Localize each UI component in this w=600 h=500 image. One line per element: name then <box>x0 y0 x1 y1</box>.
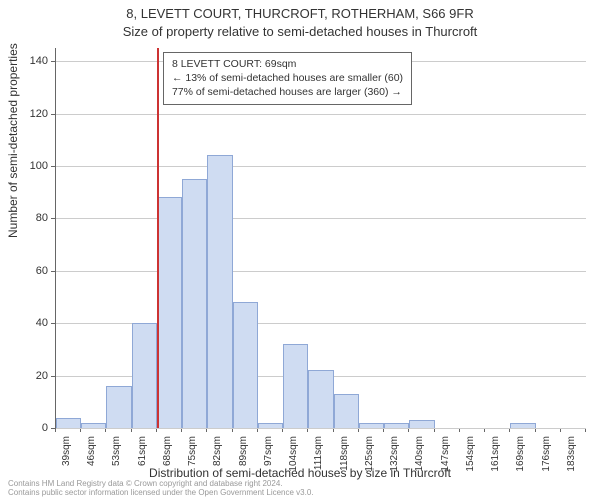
gridline <box>56 166 586 167</box>
histogram-bar <box>207 155 232 428</box>
histogram-bar <box>157 197 182 428</box>
histogram-bar <box>258 423 283 428</box>
histogram-bar <box>56 418 81 428</box>
gridline <box>56 114 586 115</box>
footer-line1: Contains HM Land Registry data © Crown c… <box>8 479 314 489</box>
footer-line2: Contains public sector information licen… <box>8 488 314 498</box>
y-tick-label: 120 <box>8 108 48 120</box>
gridline <box>56 271 586 272</box>
property-marker-line <box>157 48 159 428</box>
annotation-line3: 77% of semi-detached houses are larger (… <box>172 85 403 99</box>
y-tick-label: 80 <box>8 212 48 224</box>
annotation-line1: 8 LEVETT COURT: 69sqm <box>172 57 403 71</box>
histogram-bar <box>334 394 359 428</box>
gridline <box>56 218 586 219</box>
chart-container: 8, LEVETT COURT, THURCROFT, ROTHERHAM, S… <box>0 0 600 500</box>
histogram-bar <box>359 423 384 428</box>
histogram-bar <box>384 423 409 428</box>
y-axis-label: Number of semi-detached properties <box>6 43 20 238</box>
y-tick-label: 140 <box>8 55 48 67</box>
y-tick-label: 0 <box>8 422 48 434</box>
plot-area: 8 LEVETT COURT: 69sqm← 13% of semi-detac… <box>55 48 586 429</box>
chart-title-line1: 8, LEVETT COURT, THURCROFT, ROTHERHAM, S… <box>0 6 600 21</box>
histogram-bar <box>182 179 207 428</box>
y-tick-label: 20 <box>8 370 48 382</box>
y-tick-label: 100 <box>8 160 48 172</box>
y-tick-label: 60 <box>8 265 48 277</box>
annotation-line2: ← 13% of semi-detached houses are smalle… <box>172 71 403 85</box>
annotation-box: 8 LEVETT COURT: 69sqm← 13% of semi-detac… <box>163 52 412 105</box>
gridline <box>56 428 586 429</box>
histogram-bar <box>510 423 535 428</box>
histogram-bar <box>81 423 106 428</box>
chart-footer: Contains HM Land Registry data © Crown c… <box>8 479 314 498</box>
chart-title-line2: Size of property relative to semi-detach… <box>0 24 600 39</box>
histogram-bar <box>308 370 333 428</box>
histogram-bar <box>283 344 308 428</box>
histogram-bar <box>132 323 157 428</box>
histogram-bar <box>106 386 131 428</box>
histogram-bar <box>233 302 258 428</box>
y-tick-label: 40 <box>8 317 48 329</box>
histogram-bar <box>409 420 434 428</box>
